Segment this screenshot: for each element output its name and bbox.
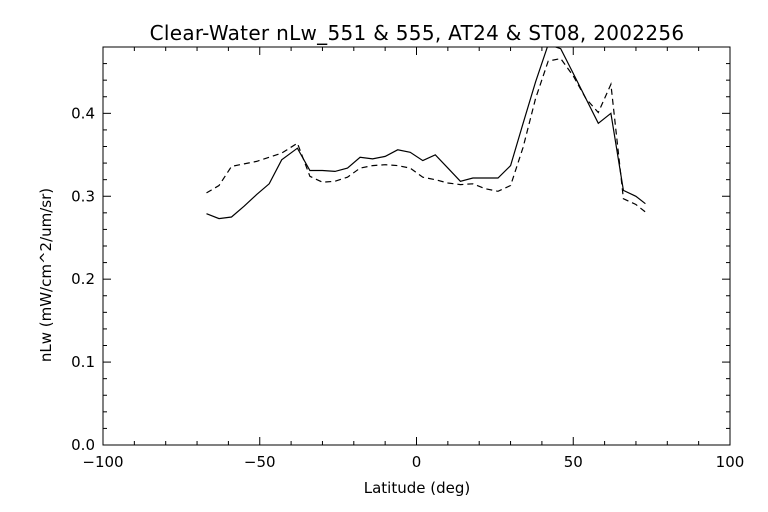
y-tick-label: 0.1	[71, 353, 95, 371]
y-tick-label: 0.0	[71, 436, 95, 454]
y-tick-label: 0.4	[71, 104, 95, 122]
y-tick-label: 0.3	[71, 187, 95, 205]
series-line-solid	[206, 47, 646, 220]
x-axis-label: Latitude (deg)	[364, 479, 470, 497]
x-tick-label: 100	[716, 453, 745, 471]
x-axis-ticks: −100 −50 0 50 100	[82, 47, 744, 471]
x-tick-label: −100	[82, 453, 123, 471]
series-layer	[206, 47, 646, 220]
y-axis-label: nLw (mW/cm^2/um/sr)	[37, 188, 55, 362]
x-tick-label: 50	[564, 453, 583, 471]
series-line-dashed	[206, 57, 646, 213]
y-axis-ticks: 0.0 0.1 0.2 0.3 0.4	[71, 46, 730, 454]
x-tick-label: 0	[412, 453, 422, 471]
x-tick-label: −50	[244, 453, 276, 471]
y-tick-label: 0.2	[71, 270, 95, 288]
chart-title: Clear-Water nLw_551 & 555, AT24 & ST08, …	[150, 21, 685, 45]
